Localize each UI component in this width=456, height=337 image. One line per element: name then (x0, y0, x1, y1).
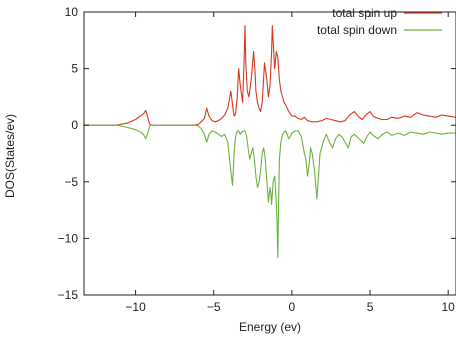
x-tick-label: −5 (207, 300, 221, 314)
series-line-spin-down (84, 124, 456, 259)
y-axis-title: DOS(States/ev) (3, 114, 17, 198)
legend: total spin up total spin down (317, 6, 442, 37)
plot-frame (83, 11, 456, 296)
y-tick-label: 10 (65, 5, 79, 19)
series-layer (84, 25, 456, 259)
x-tick-label: −10 (125, 300, 146, 314)
x-tick-label: 10 (442, 300, 456, 314)
y-tick-label: 0 (71, 118, 78, 132)
y-tick-label: −10 (58, 231, 79, 245)
y-tick-label: 5 (71, 62, 78, 76)
y-tick-label: −15 (58, 288, 79, 302)
axes-layer: −10 −5 0 5 10 −15 −10 −5 0 5 10 (58, 5, 456, 314)
x-tick-label: 5 (367, 300, 374, 314)
legend-label-spin-up: total spin up (332, 6, 397, 20)
x-axis-title: Energy (ev) (239, 320, 301, 334)
legend-label-spin-down: total spin down (317, 23, 397, 37)
x-tick-label: 0 (289, 300, 296, 314)
y-tick-label: −5 (64, 175, 78, 189)
series-line-spin-up (84, 25, 456, 126)
